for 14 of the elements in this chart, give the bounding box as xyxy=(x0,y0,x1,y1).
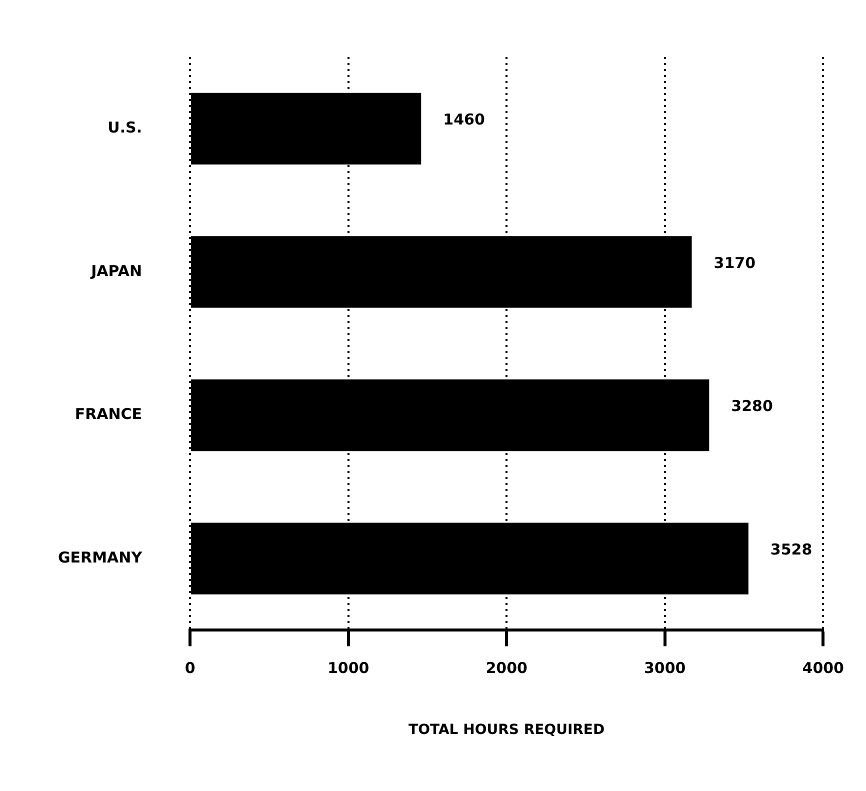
data-label: 3528 xyxy=(770,540,812,558)
y-tick-label: GERMANY xyxy=(58,548,144,566)
y-tick-label: FRANCE xyxy=(74,405,142,424)
data-label: 3280 xyxy=(731,397,773,416)
x-tick-label: 2000 xyxy=(486,659,528,678)
y-tick-label: JAPAN xyxy=(90,262,142,280)
x-tick-label: 4000 xyxy=(802,659,844,678)
x-tick-label: 1000 xyxy=(327,659,370,678)
data-label: 1460 xyxy=(443,110,485,129)
x-tick-label: 3000 xyxy=(644,659,686,678)
x-tick-label: 0 xyxy=(184,659,196,678)
data-label: 3170 xyxy=(714,254,756,272)
x-axis-title: TOTAL HOURS REQUIRED xyxy=(408,722,605,738)
y-tick-label: U.S. xyxy=(108,118,142,137)
